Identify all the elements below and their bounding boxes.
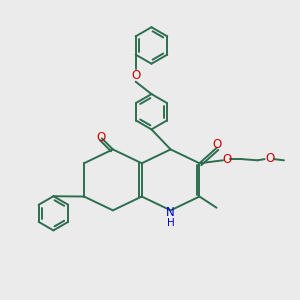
Text: H: H bbox=[167, 218, 175, 228]
Text: O: O bbox=[131, 69, 140, 82]
Text: O: O bbox=[265, 152, 274, 165]
Text: O: O bbox=[223, 153, 232, 166]
Text: O: O bbox=[96, 131, 105, 144]
Text: O: O bbox=[212, 139, 222, 152]
Text: N: N bbox=[166, 206, 175, 219]
